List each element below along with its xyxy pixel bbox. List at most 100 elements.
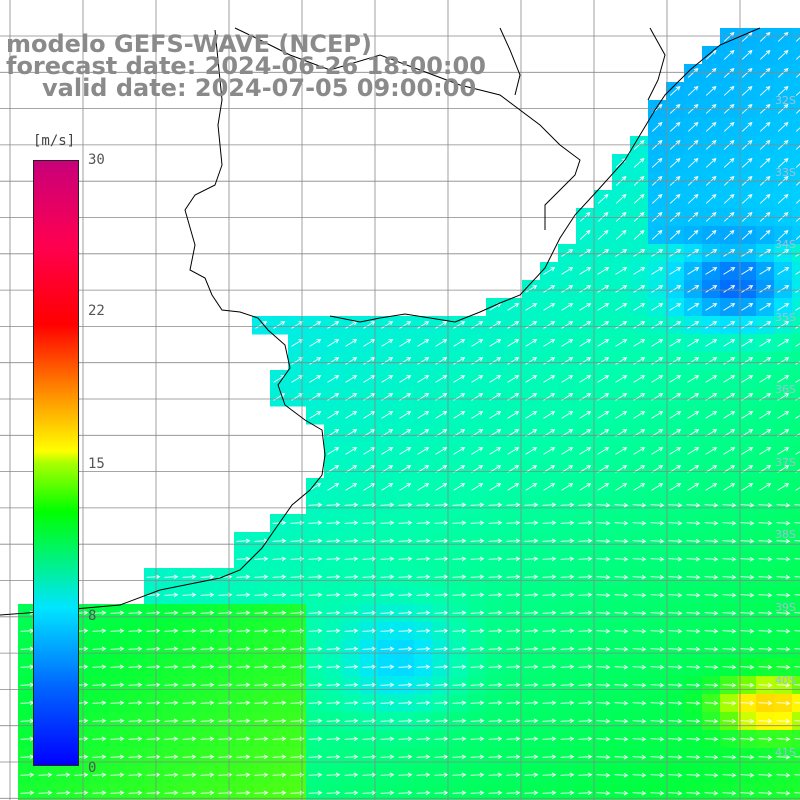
- wind-arrow: [92, 790, 107, 796]
- lat-label: 38S: [775, 528, 796, 541]
- wind-arrow: [758, 736, 773, 742]
- wind-arrow: [506, 790, 521, 796]
- wind-arrow: [596, 682, 611, 688]
- wind-arrow: [363, 411, 376, 419]
- wind-arrow: [345, 447, 358, 455]
- wind-arrow: [489, 357, 502, 365]
- wind-arrow: [506, 718, 521, 724]
- wind-arrow: [398, 592, 413, 598]
- wind-arrow: [488, 610, 503, 616]
- wind-arrow: [669, 85, 681, 96]
- wind-arrow: [399, 483, 412, 491]
- wind-arrow: [435, 339, 448, 347]
- wind-arrow: [308, 790, 323, 796]
- wind-arrow: [597, 375, 610, 383]
- wind-arrow: [182, 592, 197, 598]
- wind-cell: [648, 784, 667, 800]
- wind-arrow: [146, 646, 161, 652]
- wind-arrow: [434, 682, 449, 688]
- wind-arrow: [759, 31, 771, 42]
- wind-arrow: [488, 772, 503, 778]
- wind-arrow: [164, 700, 179, 706]
- wind-arrow: [416, 664, 431, 670]
- wind-arrow: [758, 772, 773, 778]
- wind-cell: [36, 784, 55, 800]
- wind-arrow: [362, 790, 377, 796]
- wind-arrow: [668, 646, 683, 652]
- wind-arrow: [758, 538, 773, 544]
- wind-arrow: [524, 736, 539, 742]
- wind-arrow: [182, 754, 197, 760]
- wind-arrow: [758, 754, 773, 760]
- wind-arrow: [633, 193, 645, 204]
- wind-arrow: [633, 229, 645, 240]
- wind-cell: [432, 784, 451, 800]
- wind-arrow: [740, 736, 755, 742]
- wind-arrow: [524, 502, 539, 508]
- wind-arrow: [687, 447, 700, 455]
- wind-cell: [522, 784, 541, 800]
- wind-arrow: [92, 700, 107, 706]
- wind-cell: [792, 406, 800, 425]
- wind-cell: [792, 370, 800, 389]
- wind-arrow: [759, 121, 771, 132]
- wind-arrow: [560, 772, 575, 778]
- wind-arrow: [542, 646, 557, 652]
- wind-arrow: [758, 592, 773, 598]
- wind-arrow: [92, 754, 107, 760]
- wind-arrow: [452, 664, 467, 670]
- wind-arrow: [164, 610, 179, 616]
- wind-arrow: [777, 447, 790, 455]
- wind-arrow: [291, 375, 304, 383]
- wind-arrow: [740, 502, 755, 508]
- wind-arrow: [182, 700, 197, 706]
- wind-arrow: [272, 556, 287, 562]
- wind-arrow: [758, 790, 773, 796]
- wind-arrow: [416, 502, 431, 508]
- wind-arrow: [542, 772, 557, 778]
- wind-arrow: [470, 592, 485, 598]
- wind-arrow: [200, 610, 215, 616]
- wind-arrow: [524, 520, 539, 526]
- wind-arrow: [524, 592, 539, 598]
- wind-arrow: [723, 229, 735, 240]
- lat-label: 36S: [775, 383, 796, 396]
- wind-arrow: [632, 538, 647, 544]
- wind-arrow: [669, 211, 681, 222]
- wind-arrow: [200, 790, 215, 796]
- wind-arrow: [578, 628, 593, 634]
- wind-cell: [792, 316, 800, 335]
- wind-arrow: [146, 772, 161, 778]
- wind-arrow: [705, 121, 717, 132]
- wind-arrow: [200, 682, 215, 688]
- wind-arrow: [381, 339, 394, 347]
- wind-arrow: [740, 520, 755, 526]
- lat-label: 35S: [775, 311, 796, 324]
- wind-arrow: [704, 700, 719, 706]
- wind-arrow: [435, 483, 448, 491]
- wind-arrow: [291, 321, 304, 329]
- wind-arrow: [543, 267, 556, 275]
- wind-cell: [792, 658, 800, 677]
- wind-arrow: [705, 85, 717, 96]
- wind-arrow: [704, 538, 719, 544]
- wind-arrow: [543, 285, 556, 293]
- wind-arrow: [326, 790, 341, 796]
- wind-arrow: [471, 483, 484, 491]
- lat-label: 40S: [775, 674, 796, 687]
- wind-arrow: [668, 754, 683, 760]
- wind-cell: [162, 784, 181, 800]
- wind-cell: [612, 784, 631, 800]
- wind-cell: [792, 514, 800, 533]
- wind-arrow: [128, 610, 143, 616]
- wind-arrow: [650, 736, 665, 742]
- wind-arrow: [668, 682, 683, 688]
- wind-cell: [720, 784, 739, 800]
- wind-cell: [486, 784, 505, 800]
- wind-arrow: [776, 556, 791, 562]
- wind-arrow: [723, 157, 735, 168]
- wind-arrow: [452, 682, 467, 688]
- wind-arrow: [488, 574, 503, 580]
- wind-arrow: [164, 646, 179, 652]
- wind-arrow: [722, 736, 737, 742]
